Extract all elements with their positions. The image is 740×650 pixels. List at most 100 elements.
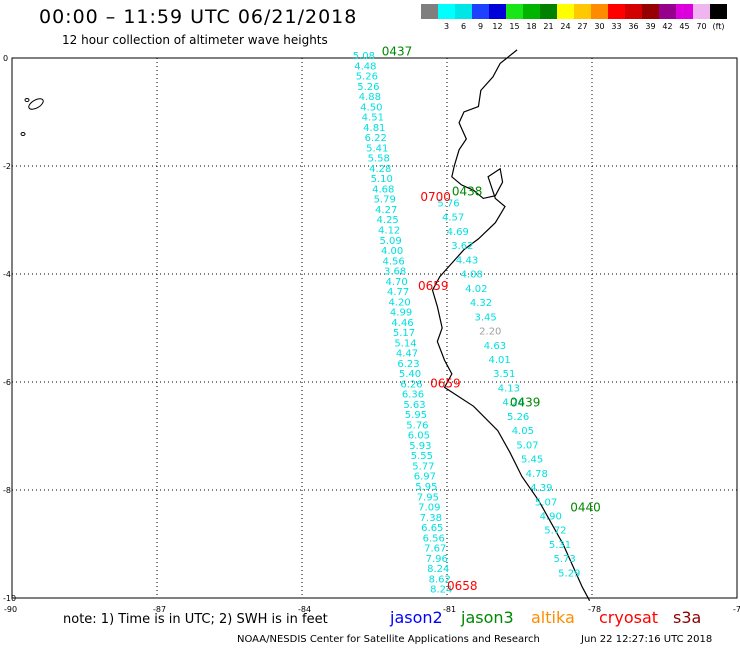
x-tick-label: -81 bbox=[443, 605, 456, 614]
galapagos-island bbox=[24, 98, 30, 102]
jason3-swh-value: 5.29 bbox=[558, 568, 580, 579]
pass-time-label: 0658 bbox=[447, 579, 478, 593]
pass-time-label: 0440 bbox=[570, 501, 601, 515]
sat-label-cryosat: cryosat bbox=[599, 608, 659, 627]
coastline bbox=[431, 49, 591, 601]
cryosat-swh-value: 6.56 bbox=[423, 533, 445, 544]
jason3-swh-value: 5.76 bbox=[437, 199, 459, 210]
legend-swatch bbox=[591, 4, 608, 19]
y-tick-label: -6 bbox=[3, 378, 11, 387]
cryosat-swh-value: 5.55 bbox=[411, 451, 433, 462]
legend-label: 45 bbox=[679, 22, 690, 31]
page-title: 00:00 – 11:59 UTC 06/21/2018 bbox=[39, 6, 358, 28]
cryosat-swh-value: 4.48 bbox=[354, 61, 376, 72]
jason3-swh-value: 5.31 bbox=[549, 540, 571, 551]
wave-height-map: -90-87-84-81-78-750-2-4-6-8-105.084.485.… bbox=[3, 44, 740, 614]
cryosat-swh-value: 5.41 bbox=[366, 143, 388, 154]
cryosat-swh-value: 8.24 bbox=[430, 585, 452, 596]
cryosat-swh-value: 5.77 bbox=[412, 461, 434, 472]
cryosat-swh-value: 5.14 bbox=[394, 338, 416, 349]
cryosat-swh-value: 5.26 bbox=[356, 72, 378, 83]
jason3-swh-value: 5.72 bbox=[544, 526, 566, 537]
legend-swatch bbox=[710, 4, 727, 19]
cryosat-swh-value: 5.79 bbox=[374, 195, 396, 206]
legend-label: 15 bbox=[509, 22, 520, 31]
cryosat-swh-value: 3.68 bbox=[384, 267, 406, 278]
cryosat-swh-value: 5.26 bbox=[357, 82, 379, 93]
legend-label: 3 bbox=[443, 22, 450, 31]
cryosat-swh-value: 4.56 bbox=[382, 256, 404, 267]
legend-swatch bbox=[574, 4, 591, 19]
jason3-swh-value: 3.51 bbox=[493, 369, 515, 380]
cryosat-swh-value: 4.00 bbox=[381, 246, 403, 257]
cryosat-swh-value: 7.38 bbox=[420, 513, 442, 524]
footer-note: note: 1) Time is in UTC; 2) SWH is in fe… bbox=[63, 612, 328, 627]
galapagos-island bbox=[28, 98, 44, 110]
cryosat-swh-value: 6.23 bbox=[397, 359, 419, 370]
legend-swatch bbox=[472, 4, 489, 19]
legend-swatch bbox=[642, 4, 659, 19]
y-tick-label: -8 bbox=[3, 486, 11, 495]
legend-label: 30 bbox=[594, 22, 605, 31]
sat-label-jason2: jason2 bbox=[390, 608, 443, 627]
legend-label: (ft) bbox=[712, 22, 725, 31]
cryosat-swh-value: 7.09 bbox=[418, 503, 440, 514]
cryosat-swh-value: 4.28 bbox=[369, 164, 391, 175]
cryosat-swh-value: 4.25 bbox=[377, 215, 399, 226]
legend-swatch bbox=[523, 4, 540, 19]
legend-label: 24 bbox=[560, 22, 571, 31]
jason3-swh-value: 4.02 bbox=[465, 284, 487, 295]
jason3-swh-value: 4.43 bbox=[456, 255, 478, 266]
cryosat-swh-value: 6.36 bbox=[402, 390, 424, 401]
pass-time-label: 0659 bbox=[418, 279, 449, 293]
legend-swatch bbox=[489, 4, 506, 19]
cryosat-swh-value: 4.77 bbox=[387, 287, 409, 298]
jason3-swh-value: 4.26 bbox=[502, 398, 524, 409]
legend-label: 9 bbox=[477, 22, 484, 31]
legend-swatch bbox=[438, 4, 455, 19]
cryosat-swh-value: 5.93 bbox=[409, 441, 431, 452]
x-tick-label: -87 bbox=[153, 605, 166, 614]
legend-label: 6 bbox=[460, 22, 467, 31]
legend-label: 18 bbox=[526, 22, 537, 31]
pass-time-label: 0437 bbox=[382, 44, 413, 58]
sat-label-altika: altika bbox=[531, 608, 575, 627]
jason3-swh-value: 4.57 bbox=[442, 213, 464, 224]
cryosat-swh-value: 5.17 bbox=[393, 328, 415, 339]
jason3-swh-value: 3.45 bbox=[475, 312, 497, 323]
legend-swatch bbox=[625, 4, 642, 19]
cryosat-swh-value: 4.47 bbox=[396, 349, 418, 360]
jason3-swh-value: 5.26 bbox=[507, 412, 529, 423]
x-tick-label: -90 bbox=[4, 605, 17, 614]
legend-label: 12 bbox=[492, 22, 503, 31]
legend-label: 39 bbox=[645, 22, 656, 31]
page-subtitle: 12 hour collection of altimeter wave hei… bbox=[62, 33, 328, 47]
generation-timestamp: Jun 22 12:27:16 UTC 2018 bbox=[581, 634, 713, 645]
cryosat-swh-value: 4.70 bbox=[385, 277, 407, 288]
cryosat-swh-value: 8.24 bbox=[427, 564, 449, 575]
cryosat-swh-value: 4.12 bbox=[378, 226, 400, 237]
pass-time-label: 0659 bbox=[430, 376, 461, 390]
cryosat-swh-value: 4.27 bbox=[375, 205, 397, 216]
legend-swatch bbox=[676, 4, 693, 19]
legend-label: 70 bbox=[696, 22, 707, 31]
legend-swatch bbox=[608, 4, 625, 19]
y-tick-label: 0 bbox=[3, 54, 8, 63]
cryosat-swh-value: 5.08 bbox=[353, 51, 375, 62]
jason3-swh-value: 4.63 bbox=[484, 341, 506, 352]
cryosat-swh-value: 6.22 bbox=[365, 133, 387, 144]
legend-label: 21 bbox=[543, 22, 554, 31]
jason3-swh-value: 5.45 bbox=[521, 455, 543, 466]
cryosat-swh-value: 4.50 bbox=[360, 102, 382, 113]
x-tick-label: -75 bbox=[733, 605, 740, 614]
cryosat-swh-value: 6.97 bbox=[414, 472, 436, 483]
cryosat-swh-value: 4.68 bbox=[372, 184, 394, 195]
cryosat-swh-value: 7.96 bbox=[426, 554, 448, 565]
jason3-swh-value: 5.07 bbox=[535, 497, 557, 508]
y-tick-label: -4 bbox=[3, 270, 11, 279]
legend-swatch bbox=[557, 4, 574, 19]
jason3-swh-value: 4.08 bbox=[461, 270, 483, 281]
jason3-swh-value: 3.62 bbox=[451, 241, 473, 252]
cryosat-swh-value: 5.95 bbox=[405, 410, 427, 421]
jason3-swh-value: 4.78 bbox=[526, 469, 548, 480]
